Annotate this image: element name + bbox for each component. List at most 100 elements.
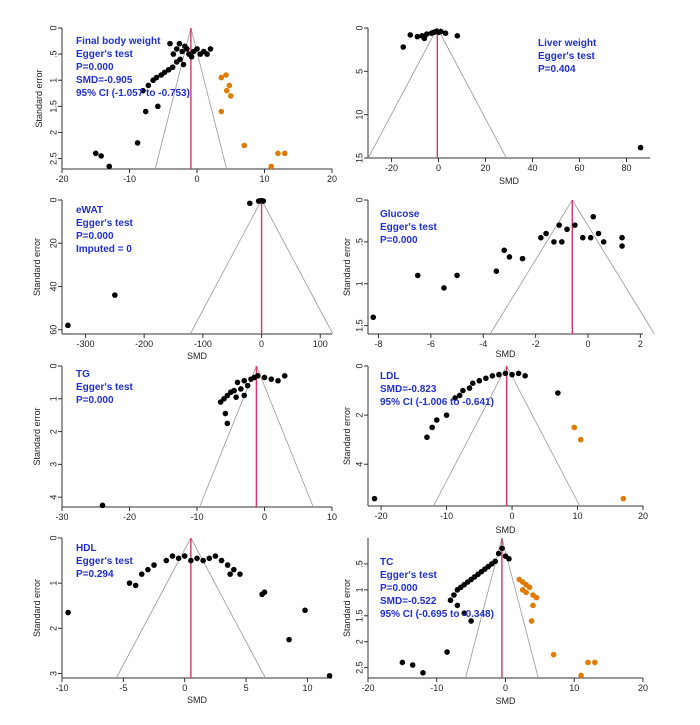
y-tick-label: 2 xyxy=(48,130,58,135)
annotation-line: Egger's test xyxy=(380,222,438,233)
x-tick-label: -20 xyxy=(375,511,388,521)
x-tick-label: -20 xyxy=(385,163,398,173)
annotation-line: LDL xyxy=(380,371,399,382)
study-point xyxy=(637,144,644,151)
y-tick-label: 60 xyxy=(48,325,58,335)
study-point xyxy=(134,140,141,146)
y-tick-label: 2 xyxy=(48,429,58,434)
x-tick-label: 10 xyxy=(569,683,579,693)
imputed-study-point xyxy=(218,108,225,115)
study-point xyxy=(489,373,496,379)
study-point xyxy=(619,243,625,249)
study-point xyxy=(441,285,447,291)
study-point xyxy=(556,222,562,228)
y-tick-label: 2.5 xyxy=(48,152,58,165)
x-tick-label: 0 xyxy=(262,512,267,522)
study-point xyxy=(138,571,145,577)
funnel-left-limit xyxy=(367,27,438,159)
y-tick-label: 20 xyxy=(48,238,58,248)
study-point xyxy=(400,44,407,50)
y-tick-label: 10 xyxy=(354,110,364,120)
y-tick-label: 1 xyxy=(354,587,364,592)
study-point xyxy=(501,247,507,254)
study-point xyxy=(424,434,430,441)
study-point xyxy=(212,553,219,559)
y-tick-label: 4 xyxy=(48,495,58,500)
study-point xyxy=(217,399,224,405)
annotation-line: P=0.294 xyxy=(76,569,114,580)
study-point xyxy=(200,557,206,564)
study-point xyxy=(163,557,170,564)
study-point xyxy=(150,77,156,84)
study-point xyxy=(176,40,183,47)
imputed-study-point xyxy=(578,672,584,679)
study-point xyxy=(619,234,625,241)
study-point xyxy=(254,373,261,379)
study-point xyxy=(170,51,177,57)
study-point xyxy=(218,557,225,564)
x-axis-title: SMD xyxy=(496,525,517,535)
study-point xyxy=(590,213,597,220)
study-point xyxy=(173,59,180,65)
study-point xyxy=(227,571,233,577)
study-point xyxy=(99,502,106,509)
study-point xyxy=(407,32,414,38)
study-point xyxy=(370,314,377,321)
study-point xyxy=(572,222,578,228)
y-tick-label: 1 xyxy=(354,281,364,286)
x-tick-label: 0 xyxy=(182,683,187,693)
study-point xyxy=(468,618,474,624)
study-point xyxy=(423,31,430,37)
study-point xyxy=(286,636,292,643)
panel-tg: 0 1 2 3 4 -30 -20 -10 0 10 Standard error TG Egger's… xyxy=(32,363,337,522)
y-axis-title: Standard error xyxy=(32,238,42,296)
y-tick-label: 0 xyxy=(354,363,364,368)
annotation-line: HDL xyxy=(76,543,97,554)
study-point xyxy=(454,33,461,39)
study-point xyxy=(179,48,185,55)
y-tick-label: 0 xyxy=(354,197,364,202)
x-tick-label: -4 xyxy=(479,339,487,349)
imputed-study-point xyxy=(275,150,281,157)
study-point xyxy=(234,379,241,386)
study-point xyxy=(522,373,528,379)
study-point xyxy=(469,380,476,386)
study-point xyxy=(169,553,176,559)
imputed-study-point xyxy=(218,74,225,81)
study-point xyxy=(600,239,607,245)
annotation-line: Egger's test xyxy=(76,382,134,393)
x-tick-label: -300 xyxy=(76,339,94,349)
imputed-study-point xyxy=(533,594,540,601)
study-point xyxy=(461,610,468,616)
funnel-left-limit xyxy=(489,199,573,335)
study-point xyxy=(140,87,146,94)
y-tick-label: 2 xyxy=(354,639,364,644)
annotation-line: TC xyxy=(380,557,393,568)
study-point xyxy=(224,562,231,568)
x-axis-title: SMD xyxy=(187,351,208,361)
y-tick-label: .5 xyxy=(48,50,58,58)
imputed-study-point xyxy=(577,436,584,443)
y-tick-label: 0 xyxy=(48,197,58,202)
x-tick-label: -2 xyxy=(532,339,540,349)
study-point xyxy=(587,234,594,241)
study-point xyxy=(132,582,139,589)
y-tick-label: 1 xyxy=(48,581,58,586)
study-point xyxy=(493,268,500,274)
x-tick-label: 10 xyxy=(302,683,312,693)
study-point xyxy=(371,495,378,502)
imputed-study-point xyxy=(620,495,627,502)
funnel-left-limit xyxy=(189,199,262,335)
annotation-line: P=0.000 xyxy=(76,62,114,73)
study-point xyxy=(460,387,466,394)
study-point xyxy=(106,163,113,170)
study-point xyxy=(302,607,308,614)
y-axis-title: Standard error xyxy=(32,579,42,637)
study-point xyxy=(429,424,435,431)
study-point xyxy=(126,580,133,586)
y-tick-label: 3 xyxy=(48,671,58,676)
study-point xyxy=(260,198,267,204)
funnel-right-limit xyxy=(506,365,581,507)
y-tick-label: 0 xyxy=(354,25,364,30)
